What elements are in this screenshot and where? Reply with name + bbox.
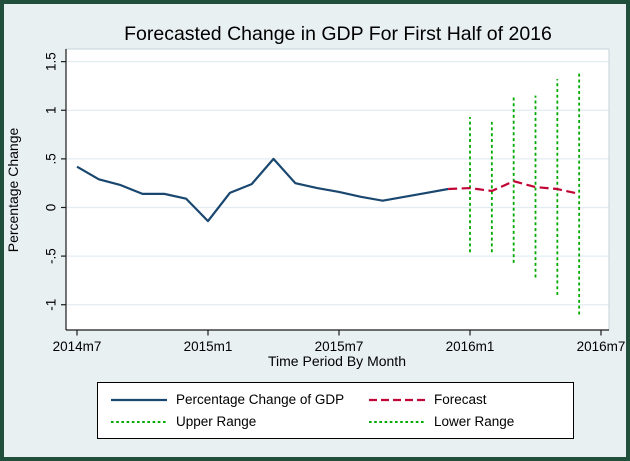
y-tick-label: -1 [44, 299, 59, 311]
x-tick-label: 2015m1 [184, 339, 233, 354]
legend-label-forecast: Forecast [434, 392, 487, 407]
y-tick-label: 1 [44, 106, 59, 114]
series-forecast [448, 180, 580, 195]
x-axis-title: Time Period By Month [268, 353, 406, 369]
legend: Percentage Change of GDP Forecast Upper … [97, 382, 574, 439]
plot-area [66, 49, 609, 330]
legend-label-lower-range: Lower Range [434, 414, 515, 429]
legend-row-2: Upper Range Lower Range [111, 411, 573, 433]
chart-title: Forecasted Change in GDP For First Half … [124, 23, 552, 45]
legend-row-1: Percentage Change of GDP Forecast [111, 389, 573, 411]
forecast-line-swatch [369, 398, 425, 401]
legend-item-upper-range: Upper Range [111, 414, 369, 429]
x-tick-label: 2016m1 [446, 339, 495, 354]
y-tick-label: -.5 [44, 248, 59, 264]
legend-item-gdp: Percentage Change of GDP [111, 392, 369, 407]
legend-label-upper-range: Upper Range [176, 414, 257, 429]
y-tick-label: 0 [44, 204, 59, 212]
gdp-line-swatch [111, 398, 167, 401]
lower-range-line-swatch [369, 420, 425, 423]
x-tick-label: 2015m7 [315, 339, 364, 354]
series-gdp [76, 157, 449, 223]
upper-range-line-swatch [111, 420, 167, 423]
y-tick-label: 1.5 [44, 52, 59, 71]
x-tick-label: 2014m7 [53, 339, 102, 354]
legend-item-lower-range: Lower Range [369, 414, 514, 429]
y-tick-label: .5 [44, 153, 59, 164]
legend-label-gdp: Percentage Change of GDP [176, 392, 345, 407]
x-tick-label: 2016m7 [577, 339, 626, 354]
y-axis-title: Percentage Change [5, 128, 21, 253]
legend-item-forecast: Forecast [369, 392, 487, 407]
